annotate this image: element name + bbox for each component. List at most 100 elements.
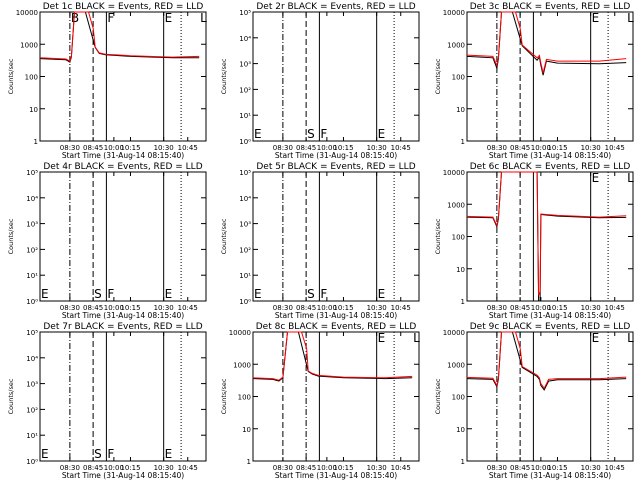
x-tick-label: 10:30 [367, 144, 387, 152]
x-tick-label: 08:30 [487, 464, 507, 472]
event-label: E [165, 287, 173, 301]
y-tick-label: 100 [25, 74, 38, 82]
event-label: E [378, 287, 386, 301]
panel-5: Det 5r BLACK = Events, RED = LLD 10⁰ 10¹ 10… [220, 162, 420, 320]
x-tick-label: 10:15 [547, 304, 567, 312]
x-tick-label: 08:30 [60, 144, 80, 152]
y-tick-label: 10 [456, 426, 465, 434]
y-tick-label: 10⁰ [26, 458, 38, 466]
event-label: E [592, 331, 600, 345]
y-tick-label: 10000 [443, 169, 465, 177]
plot-frame [252, 11, 420, 142]
plot-frame [39, 331, 207, 462]
x-tick-label: 10:15 [333, 304, 353, 312]
x-tick-label: 10:15 [120, 464, 140, 472]
y-tick-label: 10000 [443, 329, 465, 337]
series-line [466, 331, 627, 390]
y-tick-label: 10 [456, 266, 465, 274]
y-tick-label: 1 [34, 138, 38, 146]
series-line [466, 11, 627, 76]
x-tick-label: 10:00 [317, 304, 337, 312]
panel-title: Det 1c BLACK = Events, RED = LLD [43, 2, 204, 12]
event-label: L [627, 171, 634, 185]
series-line [252, 331, 413, 381]
x-axis-label: Start Time (31-Aug-14 08:15:40) [489, 151, 611, 160]
y-tick-label: 10¹ [239, 272, 251, 280]
x-tick-label: 08:45 [510, 464, 530, 472]
y-tick-label: 100 [452, 234, 465, 242]
y-tick-label: 10000 [443, 9, 465, 17]
y-tick-label: 10⁴ [239, 195, 251, 203]
panel-6: Det 6c BLACK = Events, RED = LLD 1 10 100 10… [434, 162, 634, 320]
x-axis-label: Start Time (31-Aug-14 08:15:40) [275, 151, 397, 160]
x-tick-label: 10:00 [317, 144, 337, 152]
x-tick-label: 08:30 [487, 304, 507, 312]
event-label: L [627, 331, 634, 345]
series-line [466, 171, 627, 296]
x-axis-label: Start Time (31-Aug-14 08:15:40) [62, 151, 184, 160]
panel-title: Det 6c BLACK = Events, RED = LLD [470, 162, 631, 172]
x-tick-label: 10:30 [154, 464, 174, 472]
y-tick-label: 1000 [20, 41, 38, 49]
y-tick-label: 10000 [229, 329, 251, 337]
x-tick-label: 10:15 [120, 304, 140, 312]
y-tick-label: 10⁵ [239, 9, 251, 17]
x-tick-label: 10:45 [178, 304, 198, 312]
x-tick-label: 10:00 [317, 464, 337, 472]
panel-title: Det 9c BLACK = Events, RED = LLD [470, 322, 631, 332]
y-axis-label: Counts/sec [434, 378, 442, 414]
y-tick-label: 10³ [239, 221, 251, 229]
y-tick-label: 10¹ [26, 432, 38, 440]
panel-9: Det 9c BLACK = Events, RED = LLD 1 10 100 10… [434, 322, 634, 480]
y-tick-label: 10⁴ [26, 355, 38, 363]
x-tick-label: 08:45 [296, 304, 316, 312]
x-tick-label: 10:30 [581, 464, 601, 472]
x-tick-label: 10:30 [581, 144, 601, 152]
event-label: F [107, 447, 114, 461]
event-label: E [592, 11, 600, 25]
plot-frame [252, 171, 420, 302]
y-tick-label: 10¹ [239, 112, 251, 120]
x-tick-label: 10:00 [104, 144, 124, 152]
y-tick-label: 10² [239, 246, 251, 254]
x-tick-label: 08:30 [273, 464, 293, 472]
event-label: E [41, 447, 49, 461]
y-tick-label: 1000 [447, 361, 465, 369]
y-tick-label: 10⁰ [239, 138, 251, 146]
x-tick-label: 08:45 [83, 304, 103, 312]
x-tick-label: 10:45 [391, 464, 411, 472]
x-tick-label: 10:00 [104, 464, 124, 472]
event-label: E [378, 331, 386, 345]
x-axis-label: Start Time (31-Aug-14 08:15:40) [489, 471, 611, 480]
x-tick-label: 08:45 [296, 144, 316, 152]
x-tick-label: 08:30 [60, 304, 80, 312]
y-tick-label: 10² [26, 246, 38, 254]
event-label: E [592, 171, 600, 185]
panel-title: Det 7r BLACK = Events, RED = LLD [43, 322, 202, 332]
x-tick-label: 10:30 [154, 144, 174, 152]
y-tick-label: 10⁵ [239, 169, 251, 177]
x-tick-label: 08:30 [273, 144, 293, 152]
x-axis-label: Start Time (31-Aug-14 08:15:40) [275, 471, 397, 480]
y-tick-label: 10³ [239, 61, 251, 69]
event-label: S [307, 287, 315, 301]
x-tick-label: 10:45 [178, 144, 198, 152]
plot-frame [466, 171, 634, 302]
event-label: E [378, 127, 386, 141]
panel-title: Det 5r BLACK = Events, RED = LLD [256, 162, 415, 172]
y-tick-label: 10⁴ [26, 195, 38, 203]
x-axis-label: Start Time (31-Aug-14 08:15:40) [275, 311, 397, 320]
y-tick-label: 10⁵ [26, 169, 38, 177]
x-tick-label: 10:00 [104, 304, 124, 312]
x-tick-label: 10:30 [154, 304, 174, 312]
y-tick-label: 10 [242, 426, 251, 434]
event-label: F [107, 287, 114, 301]
x-tick-label: 08:30 [60, 464, 80, 472]
y-tick-label: 1 [461, 458, 465, 466]
y-axis-label: Counts/sec [434, 218, 442, 254]
y-tick-label: 1000 [447, 41, 465, 49]
plot-frame [39, 11, 207, 142]
event-label: E [165, 447, 173, 461]
event-label: S [94, 447, 102, 461]
event-label: E [165, 11, 173, 25]
